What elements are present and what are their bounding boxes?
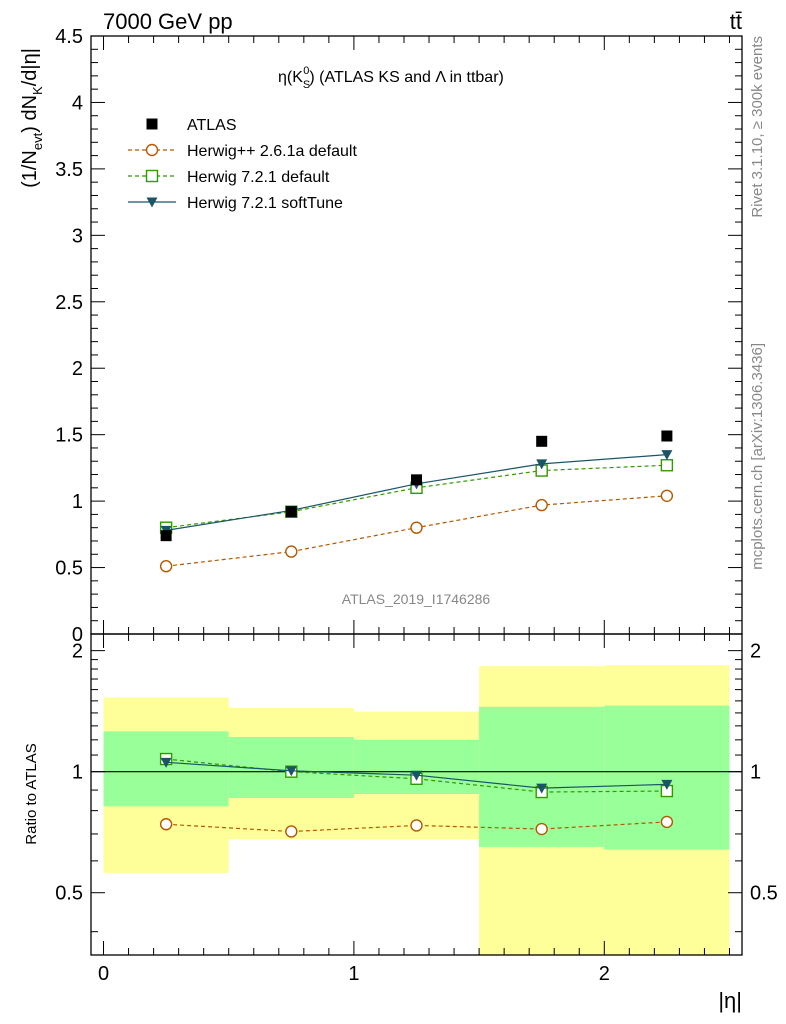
ratio-frame [90,633,743,956]
main-point-s0-4 [661,430,673,442]
ratio-point-s0-4 [660,815,674,829]
legend-marker-3 [146,197,158,208]
main-point-s1-1 [285,545,298,558]
title-rest: ) (ATLAS KS and Λ in ttbar) [309,69,503,86]
ratio-point-s2-0 [160,757,172,768]
ratio-xtick-label: 2 [599,963,610,985]
ratio-plot-marks [159,752,674,838]
main-point-s1-2 [410,521,423,534]
legend-label-1: Herwig++ 2.6.1a default [187,143,357,160]
legend-marker-1 [145,143,159,157]
main-point-s1-3 [535,498,548,512]
ratio-xtick-label: 0 [98,963,109,985]
ratio-point-s2-4 [661,779,673,790]
main-ytick-label: 2 [72,358,83,380]
ratio-point-s0-1 [285,825,298,838]
ratio-band-stat-2 [353,739,480,795]
rivet-label: Rivet 3.1.10, ≥ 300k events [749,36,766,218]
ratio-ticks: 0.5 0.5 1 1 2 2 0 1 2 [55,634,778,985]
main-plot-marks [159,430,674,573]
main-ytick-label: 1.5 [55,425,83,447]
legend-label-3: Herwig 7.2.1 softTune [187,195,343,212]
mcplots-label: mcplots.cern.ch [arXiv:1306.3436] [749,343,766,570]
ratio-bands [91,665,742,955]
legend-label-0: ATLAS [187,117,237,134]
ratio-point-s2-1 [285,766,297,777]
ratio-ytick-label-right: 2 [750,641,761,663]
legend-label-2: Herwig 7.2.1 default [187,169,330,186]
legend-marker-2 [145,169,159,183]
main-point-s0-1 [285,506,297,518]
process-label: tt̄ [730,9,742,34]
main-ytick-label: 1 [72,491,83,513]
main-ytick-label: 4.5 [55,26,83,48]
title-eta: η(K [278,69,303,86]
legend-marker-0 [146,118,158,130]
ratio-ytick-label-right: 0.5 [750,883,778,905]
ratio-point-s0-3 [535,822,548,836]
main-title: η(KS 0) (ATLAS KS and Λ in ttbar) [278,65,504,91]
main-point-s3-4 [661,450,673,461]
analysis-watermark: ATLAS_2019_I1746286 [342,591,491,607]
main-ytick-label: 0 [72,624,83,646]
title-sub: S [303,79,310,91]
main-point-s0-3 [536,435,548,447]
ratio-point-s2-2 [411,770,422,781]
main-point-s1-0 [159,560,173,573]
main-ytick-label: 2.5 [55,292,83,314]
legend: ATLAS Herwig++ 2.6.1a default Herwig 7.2.1… [128,117,357,212]
ratio-ytick-label-right: 1 [750,762,761,784]
main-point-s1-4 [660,489,674,502]
ratio-ytick-label: 0.5 [55,883,83,905]
ratio-point-s0-0 [159,818,173,831]
main-ytick-label: 3 [72,225,83,247]
ratio-point-s2-3 [536,783,548,794]
main-ytick-label: 4 [72,92,83,114]
ratio-ytick-label: 2 [72,641,83,663]
main-point-s3-3 [536,459,548,470]
main-ylabel: (1/Nevt) dNK/d|η| [19,48,45,188]
ratio-ytick-label: 1 [72,762,83,784]
title-sup: 0 [303,65,309,77]
ratio-xtick-label: 1 [348,963,359,985]
main-point-s2-4 [660,459,674,472]
main-point-s0-2 [411,474,422,486]
x-axis-label: |η| [718,988,742,1013]
main-ytick-label: 0.5 [55,558,83,580]
ratio-point-s0-2 [410,819,423,832]
ratio-ylabel: Ratio to ATLAS [23,743,40,844]
main-ytick-label: 3.5 [55,159,83,181]
ratio-band-stat-0 [103,731,229,807]
energy-label: 7000 GeV pp [103,9,233,34]
main-ticks: 0 0.5 1 1.5 2 2.5 3 3.5 4 4.5 [55,26,742,646]
main-point-s0-0 [160,530,172,542]
